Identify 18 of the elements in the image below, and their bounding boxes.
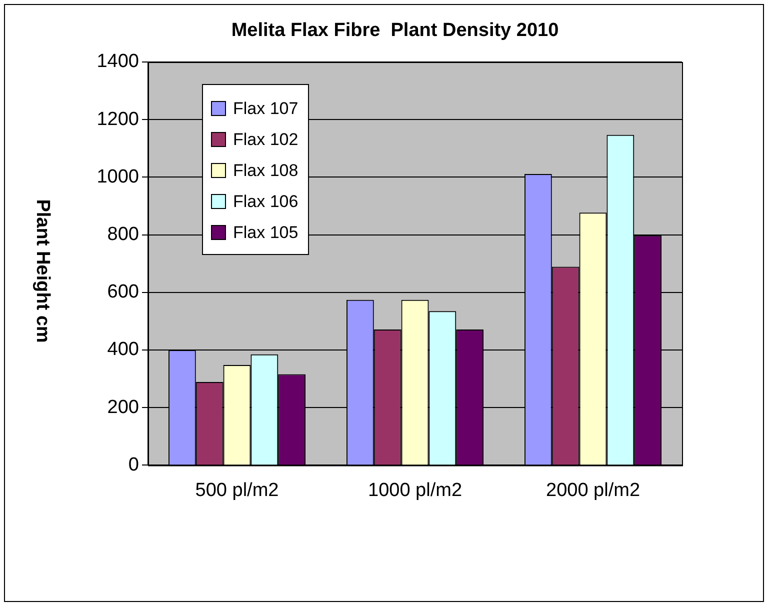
y-tick-label: 600 <box>107 282 139 303</box>
chart-title: Melita Flax Fibre Plant Density 2010 <box>230 20 560 42</box>
y-tick-label: 0 <box>128 454 139 476</box>
x-tick-label: 2000 pl/m2 <box>546 480 640 501</box>
y-tick-label: 1000 <box>96 166 139 188</box>
legend-label: Flax 108 <box>233 160 298 180</box>
y-tick-label: 800 <box>107 224 139 246</box>
y-tick-label: 1400 <box>96 51 139 72</box>
y-tick-label: 200 <box>107 396 139 418</box>
legend-label: Flax 102 <box>233 130 298 150</box>
legend-label: Flax 105 <box>233 222 298 242</box>
y-axis-title: Plant Height cm <box>31 199 53 343</box>
legend-label: Flax 106 <box>233 192 298 212</box>
y-tick-label: 400 <box>107 339 139 360</box>
legend-label: Flax 107 <box>233 98 298 118</box>
x-tick-label: 1000 pl/m2 <box>368 480 462 501</box>
y-tick-label: 1200 <box>96 108 139 130</box>
x-tick-label: 500 pl/m2 <box>195 480 279 501</box>
